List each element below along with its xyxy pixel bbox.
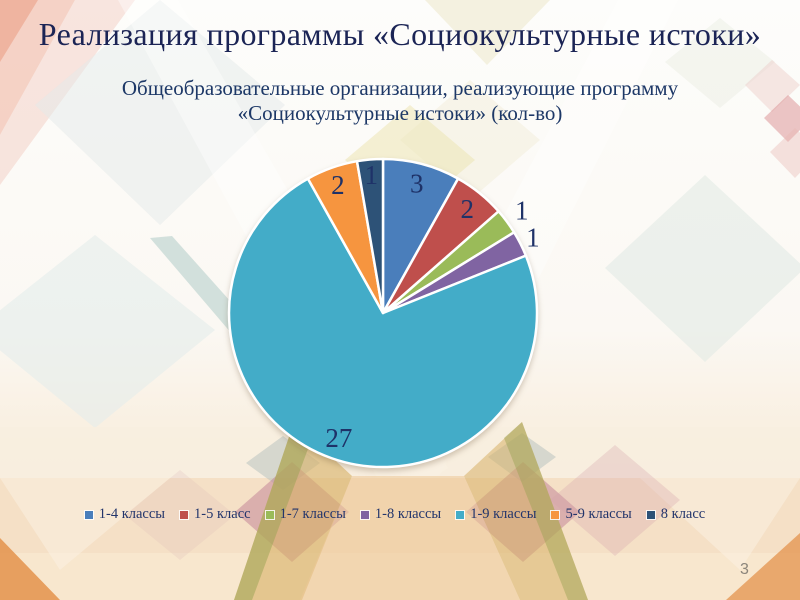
pie-data-label: 1 <box>526 222 540 252</box>
legend-swatch <box>551 510 560 519</box>
chart-title-line-1: Общеобразовательные организации, реализу… <box>121 76 679 100</box>
legend-label: 1-7 классы <box>279 506 346 522</box>
bg-shape <box>0 0 75 135</box>
bg-shape <box>0 478 170 570</box>
bg-shape <box>0 235 215 428</box>
pie-data-label: 2 <box>460 194 474 224</box>
legend-label: 5-9 классы <box>565 506 632 522</box>
legend-item: 8 класс <box>646 506 706 523</box>
legend-swatch <box>180 510 189 519</box>
legend-label: 1-5 класс <box>194 506 251 522</box>
bg-shape <box>605 175 800 362</box>
pie-slice <box>355 157 385 315</box>
legend-swatch <box>646 510 655 519</box>
bg-shape <box>125 470 235 560</box>
bg-shape <box>770 128 800 178</box>
legend-item: 1-9 классы <box>456 506 536 523</box>
chart-title-line-2: «Социокультурные истоки» (кол-во) <box>237 101 563 125</box>
pie-data-label: 1 <box>364 160 378 190</box>
legend-swatch <box>84 510 93 519</box>
bg-shape <box>745 60 800 112</box>
pie-data-label: 2 <box>331 170 345 200</box>
slide-title: Реализация программы «Социокультурные ис… <box>38 16 762 52</box>
legend-item: 1-4 классы <box>84 506 166 523</box>
bg-shape <box>504 422 588 600</box>
bg-shape <box>300 476 520 600</box>
legend-item: 1-5 класс <box>180 506 251 523</box>
pie-data-label: 27 <box>325 423 352 453</box>
legend-label: 1-4 классы <box>98 506 166 522</box>
bg-shape <box>35 0 285 225</box>
legend-label: 1-8 классы <box>374 506 442 522</box>
legend-swatch <box>456 510 465 519</box>
bg-shape <box>0 538 60 600</box>
bg-shape <box>726 533 800 600</box>
pie-data-label: 3 <box>410 168 424 198</box>
pie-data-label: 1 <box>515 195 529 225</box>
bg-shape <box>665 18 775 108</box>
bg-shape <box>464 422 588 600</box>
page-number: 3 <box>740 561 749 578</box>
bg-shape <box>0 0 38 62</box>
legend-item: 1-8 классы <box>360 506 442 523</box>
legend-item: 1-7 классы <box>265 506 346 523</box>
bg-shape <box>640 478 800 570</box>
bg-shape <box>425 0 550 65</box>
legend-swatch <box>360 510 369 519</box>
legend-label: 1-9 классы <box>470 506 537 522</box>
bg-shape <box>550 445 680 556</box>
legend-swatch <box>265 510 274 519</box>
pie-slice <box>227 177 539 469</box>
chart-legend: 1-4 классы 1-5 класс 1-7 классы 1-8 клас… <box>0 506 790 523</box>
bg-shape <box>764 95 800 142</box>
legend-label: 8 класс <box>660 506 706 522</box>
chart-title: Общеобразовательные организации, реализу… <box>0 76 800 126</box>
legend-item: 5-9 классы <box>551 506 632 523</box>
